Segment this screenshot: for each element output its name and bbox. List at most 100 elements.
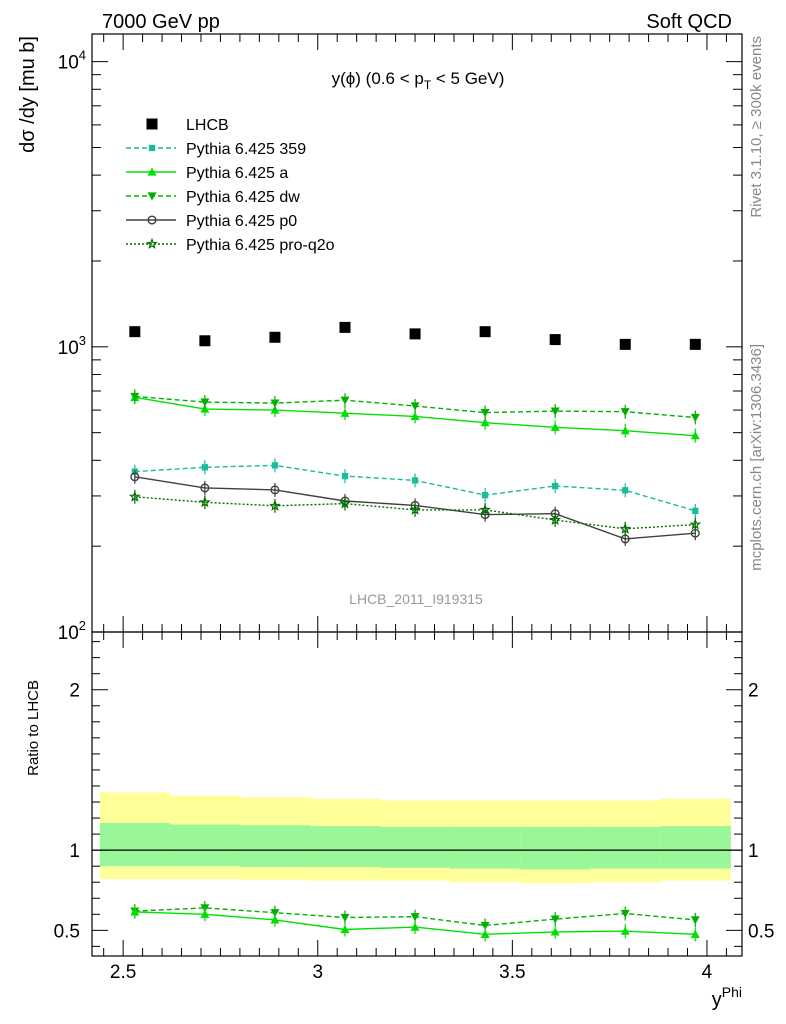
ratio-y-tick-label-right: 1 <box>748 841 759 862</box>
data-point <box>270 399 280 408</box>
data-point <box>130 472 140 482</box>
data-point <box>341 472 349 480</box>
data-point <box>549 334 561 346</box>
data-point <box>129 326 141 338</box>
data-point <box>479 503 492 515</box>
legend-marker <box>148 144 156 152</box>
ratio-point <box>480 929 490 938</box>
data-point <box>481 491 489 499</box>
data-point <box>270 485 280 495</box>
data-point <box>340 396 350 405</box>
x-tick-label: 3 <box>312 962 323 983</box>
header-right: Soft QCD <box>646 11 732 33</box>
uncertainty-band-inner <box>380 826 451 868</box>
uncertainty-band-inner <box>590 826 661 869</box>
ratio-point <box>340 925 350 934</box>
y-axis-label: dσ /dy [mu b] <box>17 36 39 153</box>
ratio-point <box>410 922 420 931</box>
ratio-y-tick-label: 1 <box>69 841 80 862</box>
x-tick-label: 3.5 <box>499 962 525 983</box>
ratio-plot-frame <box>91 631 743 957</box>
data-point <box>339 321 351 333</box>
legend-marker <box>147 167 157 176</box>
x-tick-label: 4 <box>702 962 713 983</box>
ratio-point <box>200 909 210 918</box>
legend-label: Pythia 6.425 dw <box>186 189 300 206</box>
data-point <box>410 411 420 421</box>
rivet-label: Rivet 3.1.10, ≥ 300k events <box>748 36 765 218</box>
data-point <box>200 398 210 407</box>
data-point <box>550 407 560 416</box>
legend-item: LHCB <box>146 117 229 134</box>
ratio-point <box>550 927 560 936</box>
uncertainty-band-inner <box>169 824 241 867</box>
main-title: y(ϕ) (0.6 < pT < 5 GeV) <box>332 69 505 92</box>
data-point <box>620 426 630 435</box>
data-point <box>130 392 140 401</box>
legend-label: Pythia 6.425 p0 <box>186 213 297 230</box>
legend-item: Pythia 6.425 359 <box>126 141 306 158</box>
legend-label: Pythia 6.425 a <box>186 165 288 182</box>
data-point <box>479 326 491 338</box>
main-plot-panel: 102 103 104 y(ϕ) (0.6 < pT < 5 GeV) dσ /dy… <box>17 33 743 644</box>
data-point <box>689 338 701 350</box>
ratio-point <box>130 907 140 916</box>
series-lhcb <box>129 321 701 350</box>
data-point <box>480 418 490 427</box>
ratio-point <box>270 915 280 924</box>
data-point <box>619 522 632 534</box>
ratio-y-tick-label-right: 0.5 <box>748 921 774 942</box>
data-point <box>271 462 279 469</box>
ratio-point <box>480 921 490 931</box>
data-point <box>409 328 421 340</box>
data-point <box>201 464 209 471</box>
data-point <box>550 422 560 431</box>
ratio-y-tick-label: 0.5 <box>54 921 80 942</box>
legend-label: Pythia 6.425 359 <box>186 141 306 158</box>
data-point <box>411 477 419 484</box>
data-point <box>552 482 559 490</box>
ratio-point <box>690 916 700 925</box>
legend: LHCB Pythia 6.425 359 Pythia 6.425 a Pythia… <box>126 117 335 254</box>
data-point <box>339 497 351 509</box>
y-tick-label: 103 <box>58 333 86 359</box>
mcplots-label: mcplots.cern.ch [arXiv:1306.3436] <box>748 344 765 571</box>
data-point <box>410 402 420 411</box>
data-point <box>340 408 350 417</box>
data-point <box>620 408 630 417</box>
ratio-point <box>410 913 420 922</box>
ratio-y-tick-label-right: 2 <box>748 681 759 702</box>
data-point <box>409 503 421 515</box>
legend-marker <box>147 215 157 225</box>
data-point <box>690 431 700 440</box>
data-point <box>549 513 562 526</box>
legend-marker <box>146 118 158 130</box>
uncertainty-band-inner <box>239 825 311 867</box>
series-pythia-6-425-pro-q2o <box>128 489 702 536</box>
data-point <box>269 499 281 511</box>
data-point <box>692 507 699 514</box>
legend-item: Pythia 6.425 p0 <box>126 213 297 230</box>
ratio-series-pythia-6-425-a <box>130 904 700 942</box>
ratio-point <box>550 915 560 924</box>
ratio-point <box>340 913 350 923</box>
data-point <box>689 518 702 530</box>
ratio-y-tick-label: 2 <box>69 681 80 702</box>
ratio-point <box>690 929 700 938</box>
data-point <box>128 490 141 502</box>
legend-item: Pythia 6.425 pro-q2o <box>126 237 335 254</box>
series-pythia-6-425-dw <box>130 389 700 425</box>
y-tick-label: 102 <box>58 618 86 644</box>
legend-item: Pythia 6.425 dw <box>126 189 300 206</box>
uncertainty-band-inner <box>99 822 171 867</box>
legend-marker <box>146 237 158 249</box>
uncertainty-band-inner <box>309 826 381 867</box>
ratio-plot-panel: 0.5 0.5 1 1 2 2 2.5 3 3.5 4 Ratio to LHCB yPhi <box>25 631 774 1011</box>
ratio-point <box>620 909 630 918</box>
data-point <box>690 413 700 423</box>
legend-item: Pythia 6.425 a <box>126 165 288 182</box>
data-point <box>480 408 490 418</box>
x-tick-label: 2.5 <box>110 962 136 983</box>
uncertainty-band-inner <box>660 826 731 869</box>
